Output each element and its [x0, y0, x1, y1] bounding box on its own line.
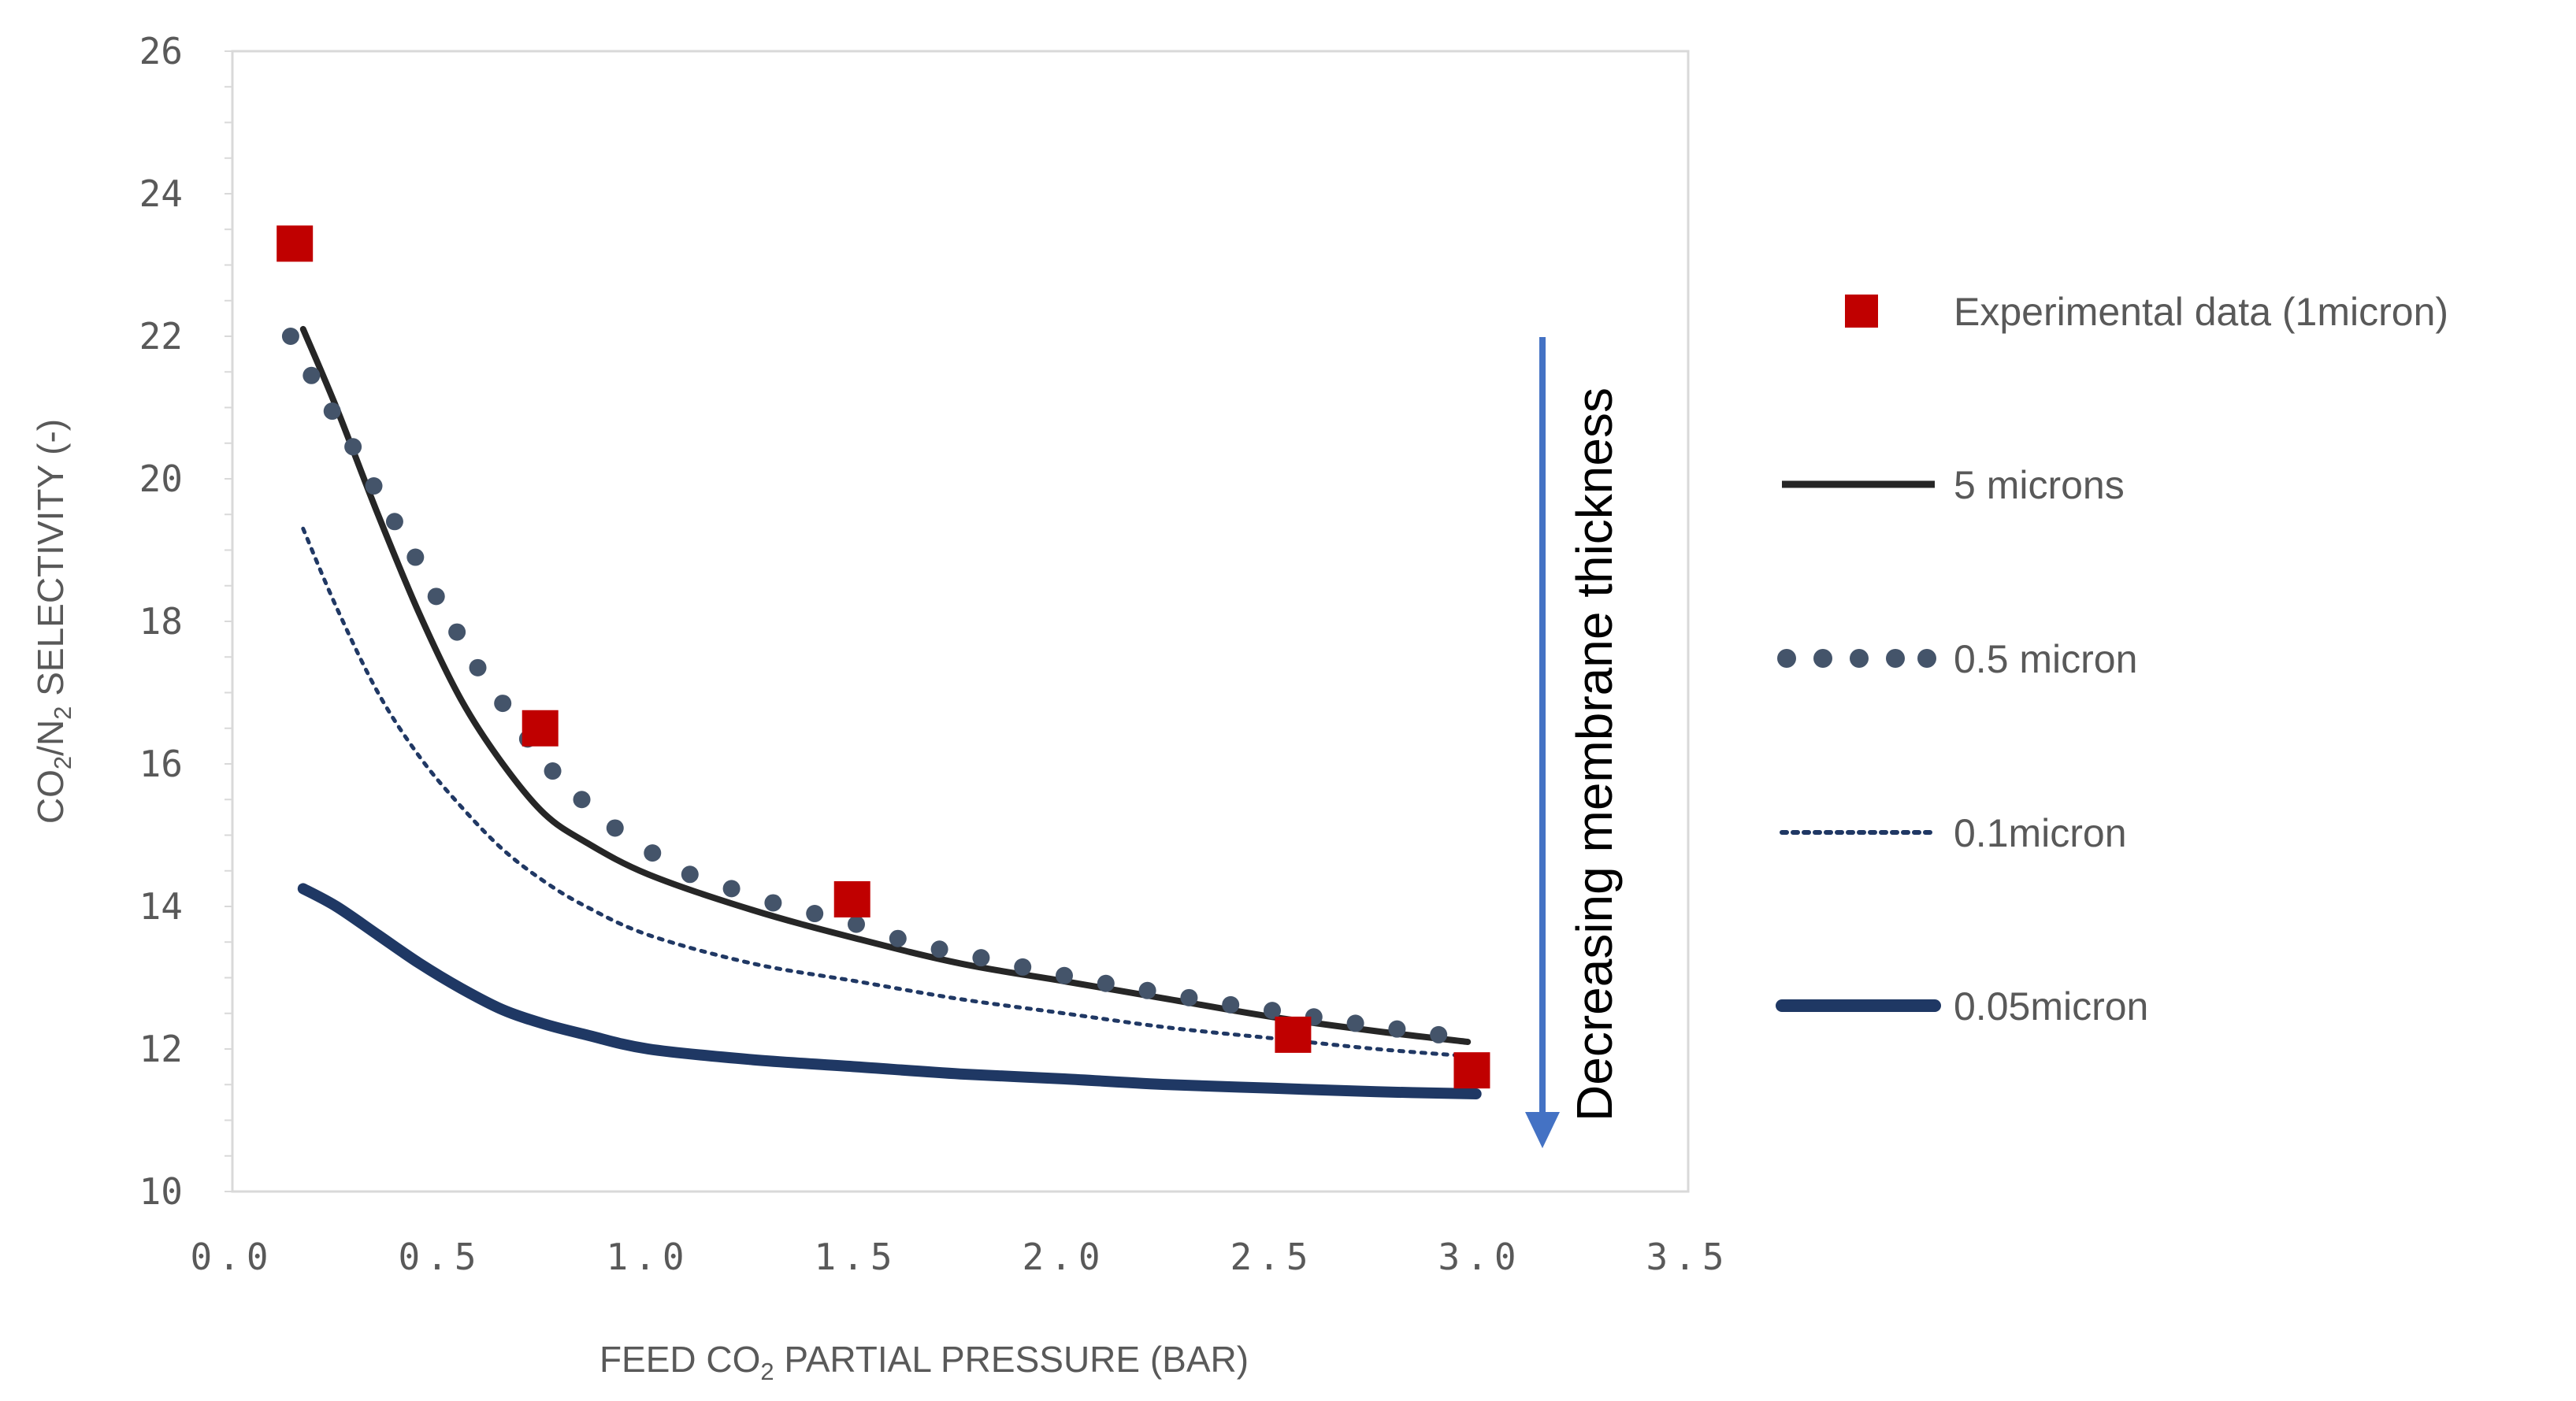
- x-axis-title: FEED CO2 PARTIAL PRESSURE (BAR): [599, 1339, 1249, 1385]
- point-0-5-micron: [427, 587, 445, 606]
- point-0-5-micron: [448, 623, 466, 641]
- series-layer: [281, 325, 1482, 1099]
- point-0-5-micron: [606, 819, 624, 837]
- y-title-sub2: 2: [49, 706, 76, 720]
- point-0-5-micron: [281, 328, 299, 345]
- point-0-5-micron: [644, 844, 662, 862]
- point-0-5-micron: [1138, 981, 1156, 999]
- x-title-sub: 2: [760, 1358, 774, 1385]
- x-tick-label: 1.0: [606, 1236, 690, 1278]
- y-tick-label: 18: [139, 600, 183, 643]
- point-0-5-micron: [385, 513, 403, 531]
- x-tick-label: 0.5: [398, 1236, 482, 1278]
- y-tick-label: 14: [139, 885, 183, 928]
- point-0-5-micron: [681, 865, 699, 884]
- plot-area: [231, 50, 1690, 1193]
- x-tick-label: 3.0: [1438, 1236, 1522, 1278]
- point-0-5-micron: [1388, 1020, 1406, 1038]
- y-title-sub1: 2: [49, 756, 76, 769]
- x-tick-label: 2.5: [1230, 1236, 1314, 1278]
- point-0-5-micron: [1430, 1025, 1448, 1043]
- point-0-5-micron: [469, 658, 487, 676]
- x-tick-label: 2.0: [1022, 1236, 1106, 1278]
- point-0-5-micron: [365, 477, 383, 495]
- thickness-annotation: Decreasing membrane thickness: [1566, 387, 1623, 1121]
- y-minor-ticks: [225, 50, 232, 1192]
- x-tick-label: 1.5: [814, 1236, 898, 1278]
- y-tick-label: 24: [139, 172, 183, 215]
- point-0-5-micron: [1222, 995, 1240, 1014]
- x-title-suffix: PARTIAL PRESSURE (BAR): [774, 1339, 1249, 1380]
- point-0-5-micron: [806, 905, 824, 923]
- point-0-5-micron: [848, 915, 865, 933]
- series-line-0-05micron: [297, 883, 1482, 1099]
- point-0-5-micron: [494, 695, 512, 713]
- point-0-5-micron: [1056, 966, 1073, 984]
- point-0-5-micron: [573, 791, 591, 809]
- legend-label-0-5-micron: 0.5 micron: [1954, 637, 2137, 681]
- y-tick-label: 10: [139, 1170, 183, 1213]
- y-title-part1: CO: [30, 769, 71, 824]
- x-tick-label: 0.0: [190, 1236, 274, 1278]
- series-line-0-1micron: [301, 526, 1470, 1058]
- point-0-5-micron: [406, 548, 425, 566]
- legend-label-experimental: Experimental data (1micron): [1954, 290, 2448, 334]
- y-tick-label: 20: [139, 458, 183, 500]
- legend: Experimental data (1micron) 5 microns 0.…: [1776, 290, 2448, 1029]
- series-0-5-micron: [281, 328, 1448, 1043]
- point-0-5-micron: [722, 880, 741, 898]
- point-0-5-micron: [889, 929, 907, 947]
- legend-label-0-1-micron: 0.1micron: [1954, 811, 2127, 855]
- y-title-part3: SELECTIVITY (-): [30, 419, 71, 706]
- legend-dots-0-5-micron: [1777, 649, 1936, 668]
- y-title-part2: /N: [30, 720, 71, 756]
- point-0-5-micron: [323, 402, 341, 421]
- y-tick-label: 26: [139, 30, 183, 72]
- thickness-arrow-head: [1525, 1112, 1560, 1148]
- legend-label-5-microns: 5 microns: [1954, 463, 2125, 507]
- legend-marker-experimental: [1845, 295, 1878, 328]
- y-axis-ticks: 10 12 14 16 18 20 22 24 26: [139, 30, 183, 1213]
- y-tick-label: 22: [139, 315, 183, 358]
- point-0-5-micron: [1264, 1002, 1281, 1020]
- experimental-markers: [277, 225, 1490, 1089]
- point-0-5-micron: [1014, 958, 1032, 976]
- point-0-5-micron: [930, 940, 948, 958]
- point-0-5-micron: [1097, 974, 1115, 992]
- experimental-point: [833, 880, 870, 917]
- point-0-5-micron: [972, 949, 990, 967]
- x-axis-ticks: 0.0 0.5 1.0 1.5 2.0 2.5 3.0 3.5: [190, 1236, 1730, 1278]
- y-tick-label: 12: [139, 1028, 183, 1070]
- experimental-point: [277, 225, 314, 262]
- point-0-5-micron: [303, 366, 321, 384]
- y-tick-label: 16: [139, 743, 183, 785]
- point-0-5-micron: [1180, 988, 1198, 1006]
- y-axis-title: CO2/N2 SELECTIVITY (-): [30, 419, 76, 824]
- x-tick-label: 3.5: [1646, 1236, 1730, 1278]
- point-0-5-micron: [544, 762, 562, 780]
- series-line-5-microns: [299, 325, 1472, 1045]
- x-title-prefix: FEED CO: [599, 1339, 760, 1380]
- experimental-point: [1275, 1016, 1312, 1053]
- point-0-5-micron: [344, 438, 362, 456]
- point-0-5-micron: [764, 894, 782, 912]
- point-0-5-micron: [1346, 1014, 1364, 1032]
- experimental-point: [522, 710, 559, 747]
- legend-label-0-05-micron: 0.05micron: [1954, 984, 2148, 1029]
- experimental-point: [1453, 1052, 1490, 1089]
